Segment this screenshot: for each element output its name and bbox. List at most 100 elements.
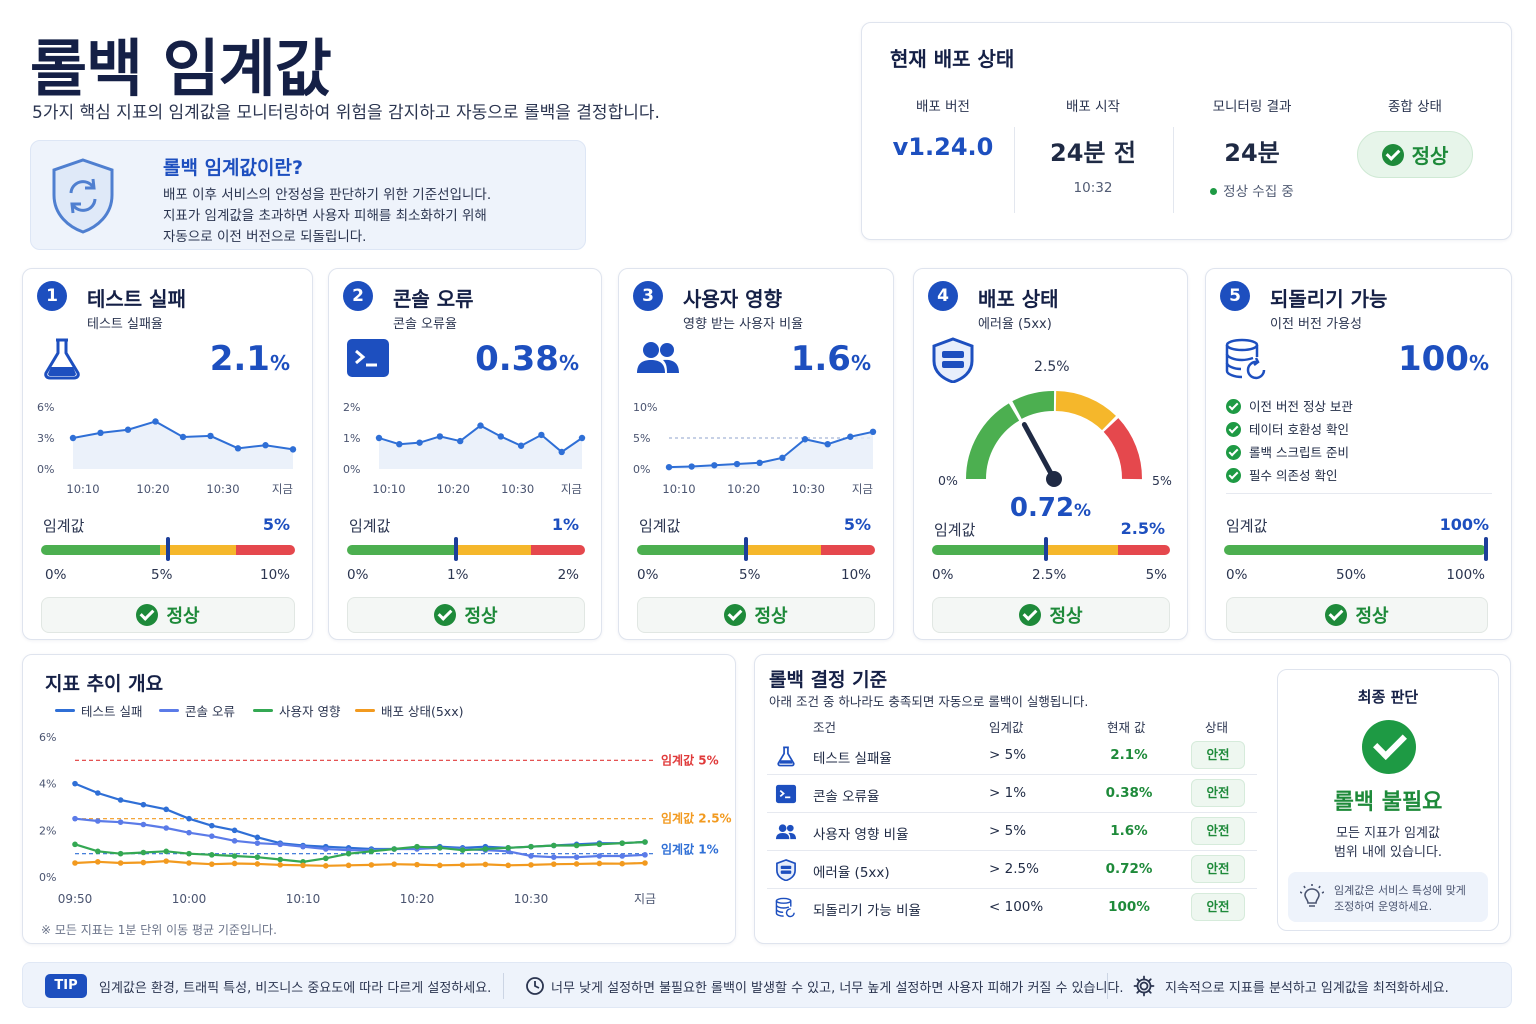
series-point — [140, 849, 147, 856]
x-tick-label: 지금 — [852, 482, 873, 496]
check-item: 이전 버전 정상 보관 — [1226, 395, 1353, 418]
cell-threshold: < 100% — [989, 899, 1044, 915]
series-point — [596, 860, 603, 867]
sparkline-point — [416, 439, 423, 446]
page-subtitle: 5가지 핵심 지표의 임계값을 모니터링하여 위험을 감지하고 자동으로 롤백을… — [32, 103, 660, 123]
series-point — [459, 862, 466, 868]
series-point — [140, 859, 147, 866]
metric-title: 배포 상태 — [978, 287, 1059, 311]
threshold-label: 임계값 1% — [661, 842, 719, 857]
gauge-top-label: 2.5% — [1034, 359, 1070, 375]
cell-status-badge: 안전 — [1191, 893, 1245, 921]
legend-item-deploy: 배포 상태(5xx) — [355, 701, 463, 720]
x-tick-label: 10:20 — [400, 892, 435, 906]
sparkline-point — [558, 448, 565, 456]
tip-text-2: 너무 낮게 설정하면 불필요한 롤백이 발생할 수 있고, 너무 높게 설정하면… — [551, 981, 1124, 996]
final-desc-line-1: 모든 지표가 임계값 — [1336, 826, 1440, 841]
series-point — [254, 834, 261, 841]
info-line-2: 지표가 임계값을 초과하면 사용자 피해를 최소화하기 위해 — [163, 208, 487, 224]
hint-line-2: 조정하여 운영하세요. — [1334, 900, 1433, 913]
sparkline-point — [477, 422, 484, 429]
threshold-bar — [637, 545, 875, 555]
series-point — [186, 829, 192, 836]
gauge-needle — [1021, 422, 1057, 482]
series-point — [323, 863, 329, 869]
cell-status-badge: 안전 — [1191, 741, 1245, 769]
check-item: 테이터 호환성 확인 — [1226, 418, 1353, 441]
series-line — [74, 817, 646, 859]
check-circle-icon — [434, 604, 457, 626]
y-tick-label: 2% — [343, 401, 360, 414]
deploy-start-value: 24분 전 — [1050, 139, 1136, 167]
x-tick-label: 10:00 — [172, 892, 207, 906]
series-point — [231, 838, 238, 844]
check-icon — [1226, 399, 1241, 414]
series-point — [209, 833, 215, 839]
sparkline-point — [207, 432, 214, 440]
lightbulb-icon — [1300, 884, 1324, 907]
sparkline-point — [711, 462, 718, 469]
users-icon — [637, 342, 679, 373]
table-row: 사용자 영향 비율 > 5% 1.6% 안전 — [767, 813, 1257, 851]
metric-title: 되돌리기 가능 — [1270, 287, 1388, 311]
x-tick-label: 지금 — [634, 892, 656, 906]
check-item: 필수 의존성 확인 — [1226, 464, 1353, 487]
series-point — [163, 848, 169, 855]
deploy-start-time: 10:32 — [1073, 180, 1113, 196]
sparkline-chart: 6% 3% 0% 10:10 10:20 10:30 지금 — [37, 401, 297, 496]
hint-box: 임계값은 서비스 특성에 맞게 조정하여 운영하세요. — [1288, 872, 1488, 922]
check-icon — [1226, 445, 1241, 460]
series-point — [95, 790, 101, 796]
sparkline-point — [396, 441, 403, 448]
metric-card-console-error: 2 콘솔 오류 콘솔 오류율 0.38% 2% 1% 0% 10:10 10:20 10:… — [328, 268, 602, 640]
series-point — [619, 853, 625, 859]
rollback-decision-card: 롤백 결정 기준 아래 조건 중 하나라도 충족되면 자동으로 롤백이 실행됩니… — [754, 654, 1511, 944]
cell-condition: 되돌리기 가능 비율 — [813, 903, 921, 919]
series-point — [642, 852, 648, 858]
x-tick-label: 10:30 — [514, 892, 549, 906]
series-point — [254, 861, 261, 867]
sparkline-point — [847, 433, 854, 440]
tip-text-1: 임계값은 환경, 트래픽 특성, 비즈니스 중요도에 따라 다르게 설정하세요. — [99, 981, 492, 996]
gauge-min-label: 0% — [938, 473, 958, 488]
sparkline-point — [578, 434, 586, 442]
series-point — [72, 815, 78, 822]
metric-value: 100% — [1397, 339, 1489, 379]
deploy-version-value: v1.24.0 — [892, 133, 994, 161]
series-point — [345, 850, 352, 857]
scale-max: 10% — [259, 567, 290, 583]
deploy-monitor: 모니터링 결과 24분 정상 수집 중 — [1173, 95, 1331, 200]
series-point — [551, 854, 557, 860]
terminal-icon — [347, 339, 389, 377]
x-tick-label: 10:20 — [727, 482, 760, 496]
y-tick-label: 6% — [39, 731, 56, 744]
final-judgment-box: 최종 판단 롤백 불필요 모든 지표가 임계값 범위 내에 있습니다. 임계값은… — [1277, 669, 1499, 931]
metric-subtitle: 테스트 실패율 — [87, 317, 163, 332]
series-point — [254, 854, 261, 860]
col-header-threshold: 임계값 — [989, 720, 1024, 735]
final-judgment-value: 롤백 불필요 — [1333, 790, 1443, 815]
sparkline-point — [69, 434, 77, 442]
series-point — [573, 861, 580, 867]
check-circle-icon — [136, 604, 159, 626]
series-point — [186, 815, 192, 822]
series-point — [231, 853, 238, 859]
series-point — [459, 847, 466, 853]
series-point — [368, 848, 375, 855]
threshold-value: 2.5% — [1120, 519, 1165, 538]
series-point — [209, 822, 215, 829]
metric-subtitle: 콘솔 오류율 — [393, 317, 457, 332]
sparkline-area — [73, 421, 293, 469]
check-circle-icon — [1019, 604, 1042, 626]
series-point — [117, 819, 124, 825]
x-tick-label: 10:10 — [286, 892, 321, 906]
sparkline-point — [262, 442, 269, 449]
threshold-value: 100% — [1439, 515, 1489, 534]
live-dot-icon — [1210, 188, 1218, 195]
trend-footnote: ※ 모든 지표는 1분 단위 이동 평균 기준입니다. — [41, 923, 277, 937]
series-point — [573, 854, 580, 860]
series-point — [95, 848, 101, 855]
info-line-1: 배포 이후 서비스의 안정성을 판단하기 위한 기준선입니다. — [163, 187, 492, 203]
threshold-marker — [744, 537, 749, 561]
hint-line-1: 임계값은 서비스 특성에 맞게 — [1334, 884, 1466, 897]
